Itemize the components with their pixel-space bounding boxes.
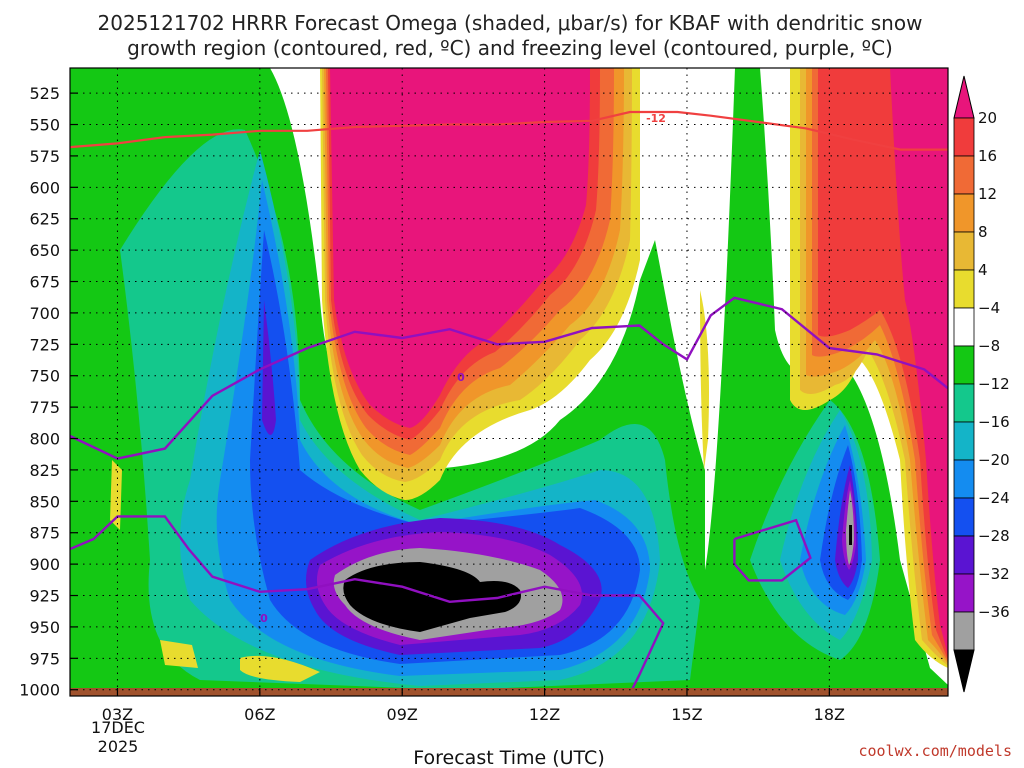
colorbar-tick-label: −8 [978, 337, 1000, 355]
y-tick-label: 525 [29, 84, 60, 103]
colorbar-swatch [953, 383, 975, 423]
colorbar-tick-label: −28 [978, 527, 1010, 545]
y-tick-label: 625 [29, 210, 60, 229]
x-tick-label: 09Z [387, 705, 418, 724]
colorbar-swatch [953, 421, 975, 461]
grid-lines [70, 68, 948, 696]
dgz-minus12-contour [70, 110, 948, 151]
y-tick-label: 575 [29, 147, 60, 166]
colorbar-tick-label: 20 [978, 109, 997, 127]
colorbar-tick-label: 4 [978, 261, 988, 279]
colorbar-tick-label: −12 [978, 375, 1010, 393]
colorbar-swatch [953, 497, 975, 537]
colorbar-swatch [953, 535, 975, 575]
y-tick-label: 1000 [19, 681, 60, 700]
omega-core-minus36 [343, 525, 852, 632]
colorbar-tick-label: 8 [978, 223, 988, 241]
colorbar-swatch [953, 231, 975, 271]
x-axis-title: Forecast Time (UTC) [413, 747, 604, 768]
plot-frame [69, 67, 949, 697]
colorbar-swatch [953, 573, 975, 613]
x-tick-label: 12Z [529, 705, 560, 724]
colorbar-tick-label: −20 [978, 451, 1010, 469]
x-date-label-year: 2025 [98, 737, 139, 756]
y-tick-label: 600 [29, 178, 60, 197]
colorbar-swatch [953, 611, 975, 651]
y-tick-label: 700 [29, 304, 60, 323]
colorbar-swatch [953, 193, 975, 233]
y-tick-label: 875 [29, 524, 60, 543]
freezing-level-contour-lower [70, 515, 665, 695]
omega-shaded-field [70, 68, 948, 696]
colorbar-tick-label: −16 [978, 413, 1010, 431]
y-tick-label: 675 [29, 273, 60, 292]
x-tick-label: 06Z [244, 705, 275, 724]
colorbar-bottom-arrow [953, 649, 975, 693]
y-tick-label: 800 [29, 430, 60, 449]
fz-upper-contour-label: 0 [457, 371, 465, 384]
omega-positive-region-right [890, 68, 948, 656]
credit-text: coolwx.com/models [858, 742, 1012, 760]
chart-title-line-1: 2025121702 HRRR Forecast Omega (shaded, … [98, 11, 923, 35]
colorbar-swatch [953, 117, 975, 157]
colorbar-swatch [953, 459, 975, 499]
colorbar-tick-label: 16 [978, 147, 997, 165]
colorbar-swatch [953, 345, 975, 385]
y-tick-label: 825 [29, 461, 60, 480]
x-date-label-day: 17DEC [91, 718, 145, 737]
x-axis-time: 03Z 06Z 09Z 12Z 15Z 18Z [102, 688, 845, 724]
x-tick-label: 03Z [102, 705, 133, 724]
y-tick-label: 650 [29, 241, 60, 260]
colorbar-swatch [953, 155, 975, 195]
x-tick-label: 15Z [671, 705, 702, 724]
y-tick-label: 975 [29, 649, 60, 668]
y-tick-label: 725 [29, 335, 60, 354]
ground-surface-bar [70, 688, 948, 696]
colorbar-tick-label: −24 [978, 489, 1010, 507]
freezing-level-contour-upper [70, 296, 948, 460]
colorbar-legend: 20 16 12 8 4 −4 −8 −12 −16 −20 −24 −28 −32 −36 [953, 75, 1010, 693]
colorbar-tick-label: −4 [978, 299, 1000, 317]
colorbar-swatch [953, 307, 975, 347]
fz-lower-contour-label: 0 [260, 612, 268, 625]
y-tick-label: 550 [29, 116, 60, 135]
y-tick-label: 775 [29, 398, 60, 417]
y-axis-pressure: 525 550 575 600 625 650 675 700 725 750 775 800 825 8… [19, 84, 78, 700]
y-tick-label: 750 [29, 367, 60, 386]
colorbar-top-arrow [953, 75, 975, 119]
colorbar-tick-label: −36 [978, 603, 1010, 621]
chart-title-line-2: growth region (contoured, red, ºC) and f… [127, 36, 893, 60]
y-tick-label: 850 [29, 492, 60, 511]
y-tick-label: 950 [29, 618, 60, 637]
y-tick-label: 900 [29, 555, 60, 574]
x-tick-label: 18Z [814, 705, 845, 724]
colorbar-swatch [953, 269, 975, 309]
y-tick-label: 925 [29, 587, 60, 606]
colorbar-tick-label: 12 [978, 185, 997, 203]
dgz-contour-label: -12 [646, 112, 666, 125]
colorbar-tick-label: −32 [978, 565, 1010, 583]
